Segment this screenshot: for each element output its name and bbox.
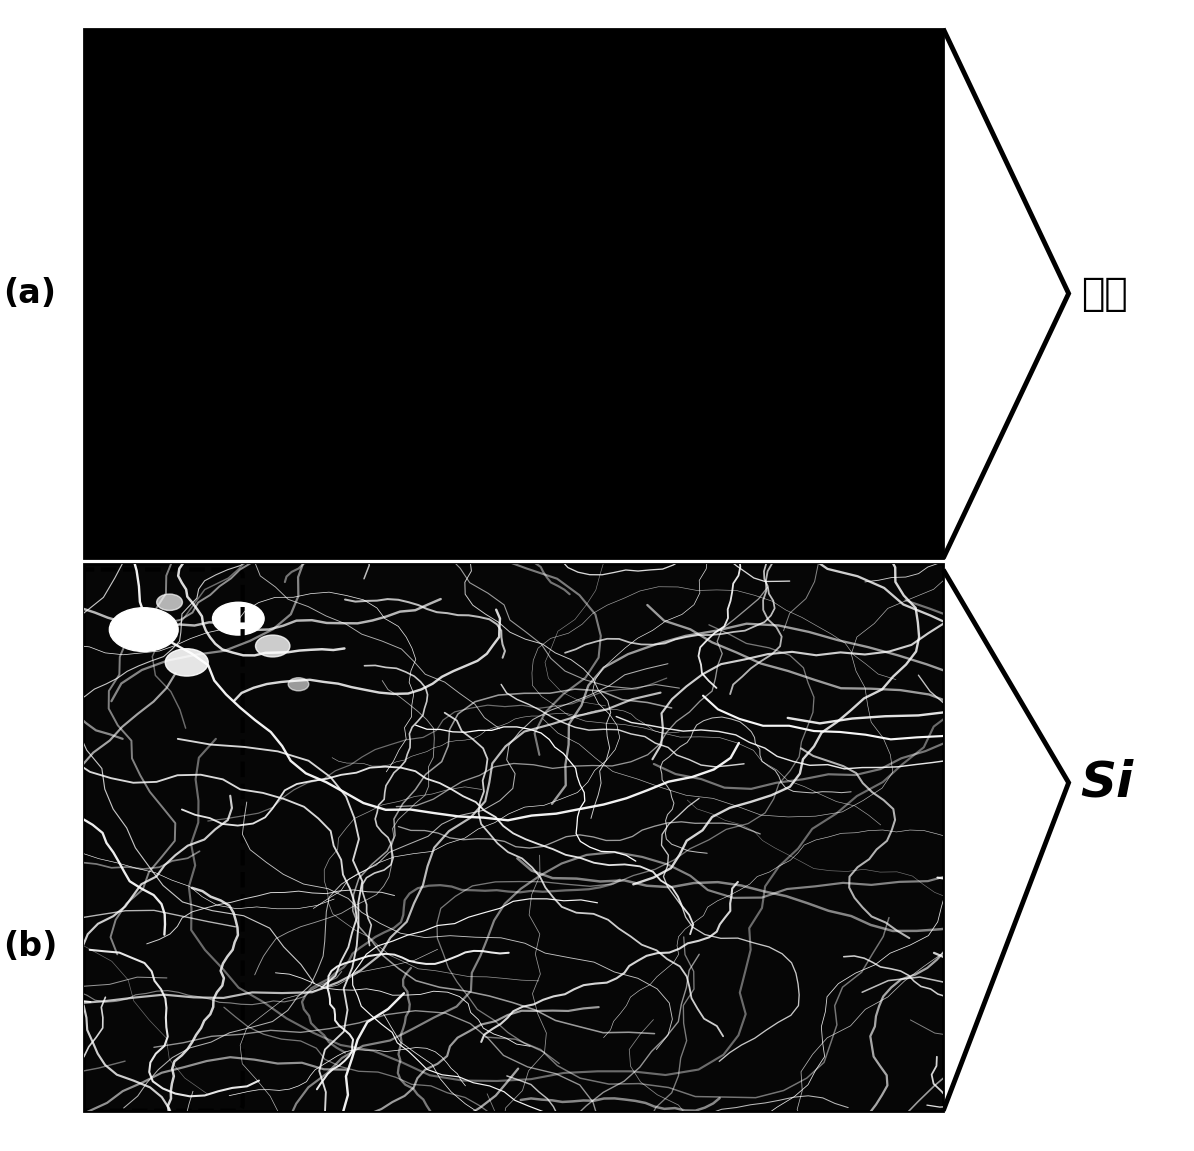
Circle shape	[110, 608, 178, 651]
Text: Si: Si	[1081, 759, 1133, 807]
Bar	[84, 564, 943, 1111]
Circle shape	[213, 602, 264, 635]
Text: 石墨: 石墨	[1081, 274, 1127, 313]
Bar	[84, 29, 943, 558]
Text: (a): (a)	[4, 277, 56, 310]
Circle shape	[288, 678, 309, 691]
Circle shape	[165, 649, 208, 676]
Circle shape	[256, 635, 290, 657]
Text: (b): (b)	[2, 930, 57, 963]
Circle shape	[156, 594, 183, 610]
